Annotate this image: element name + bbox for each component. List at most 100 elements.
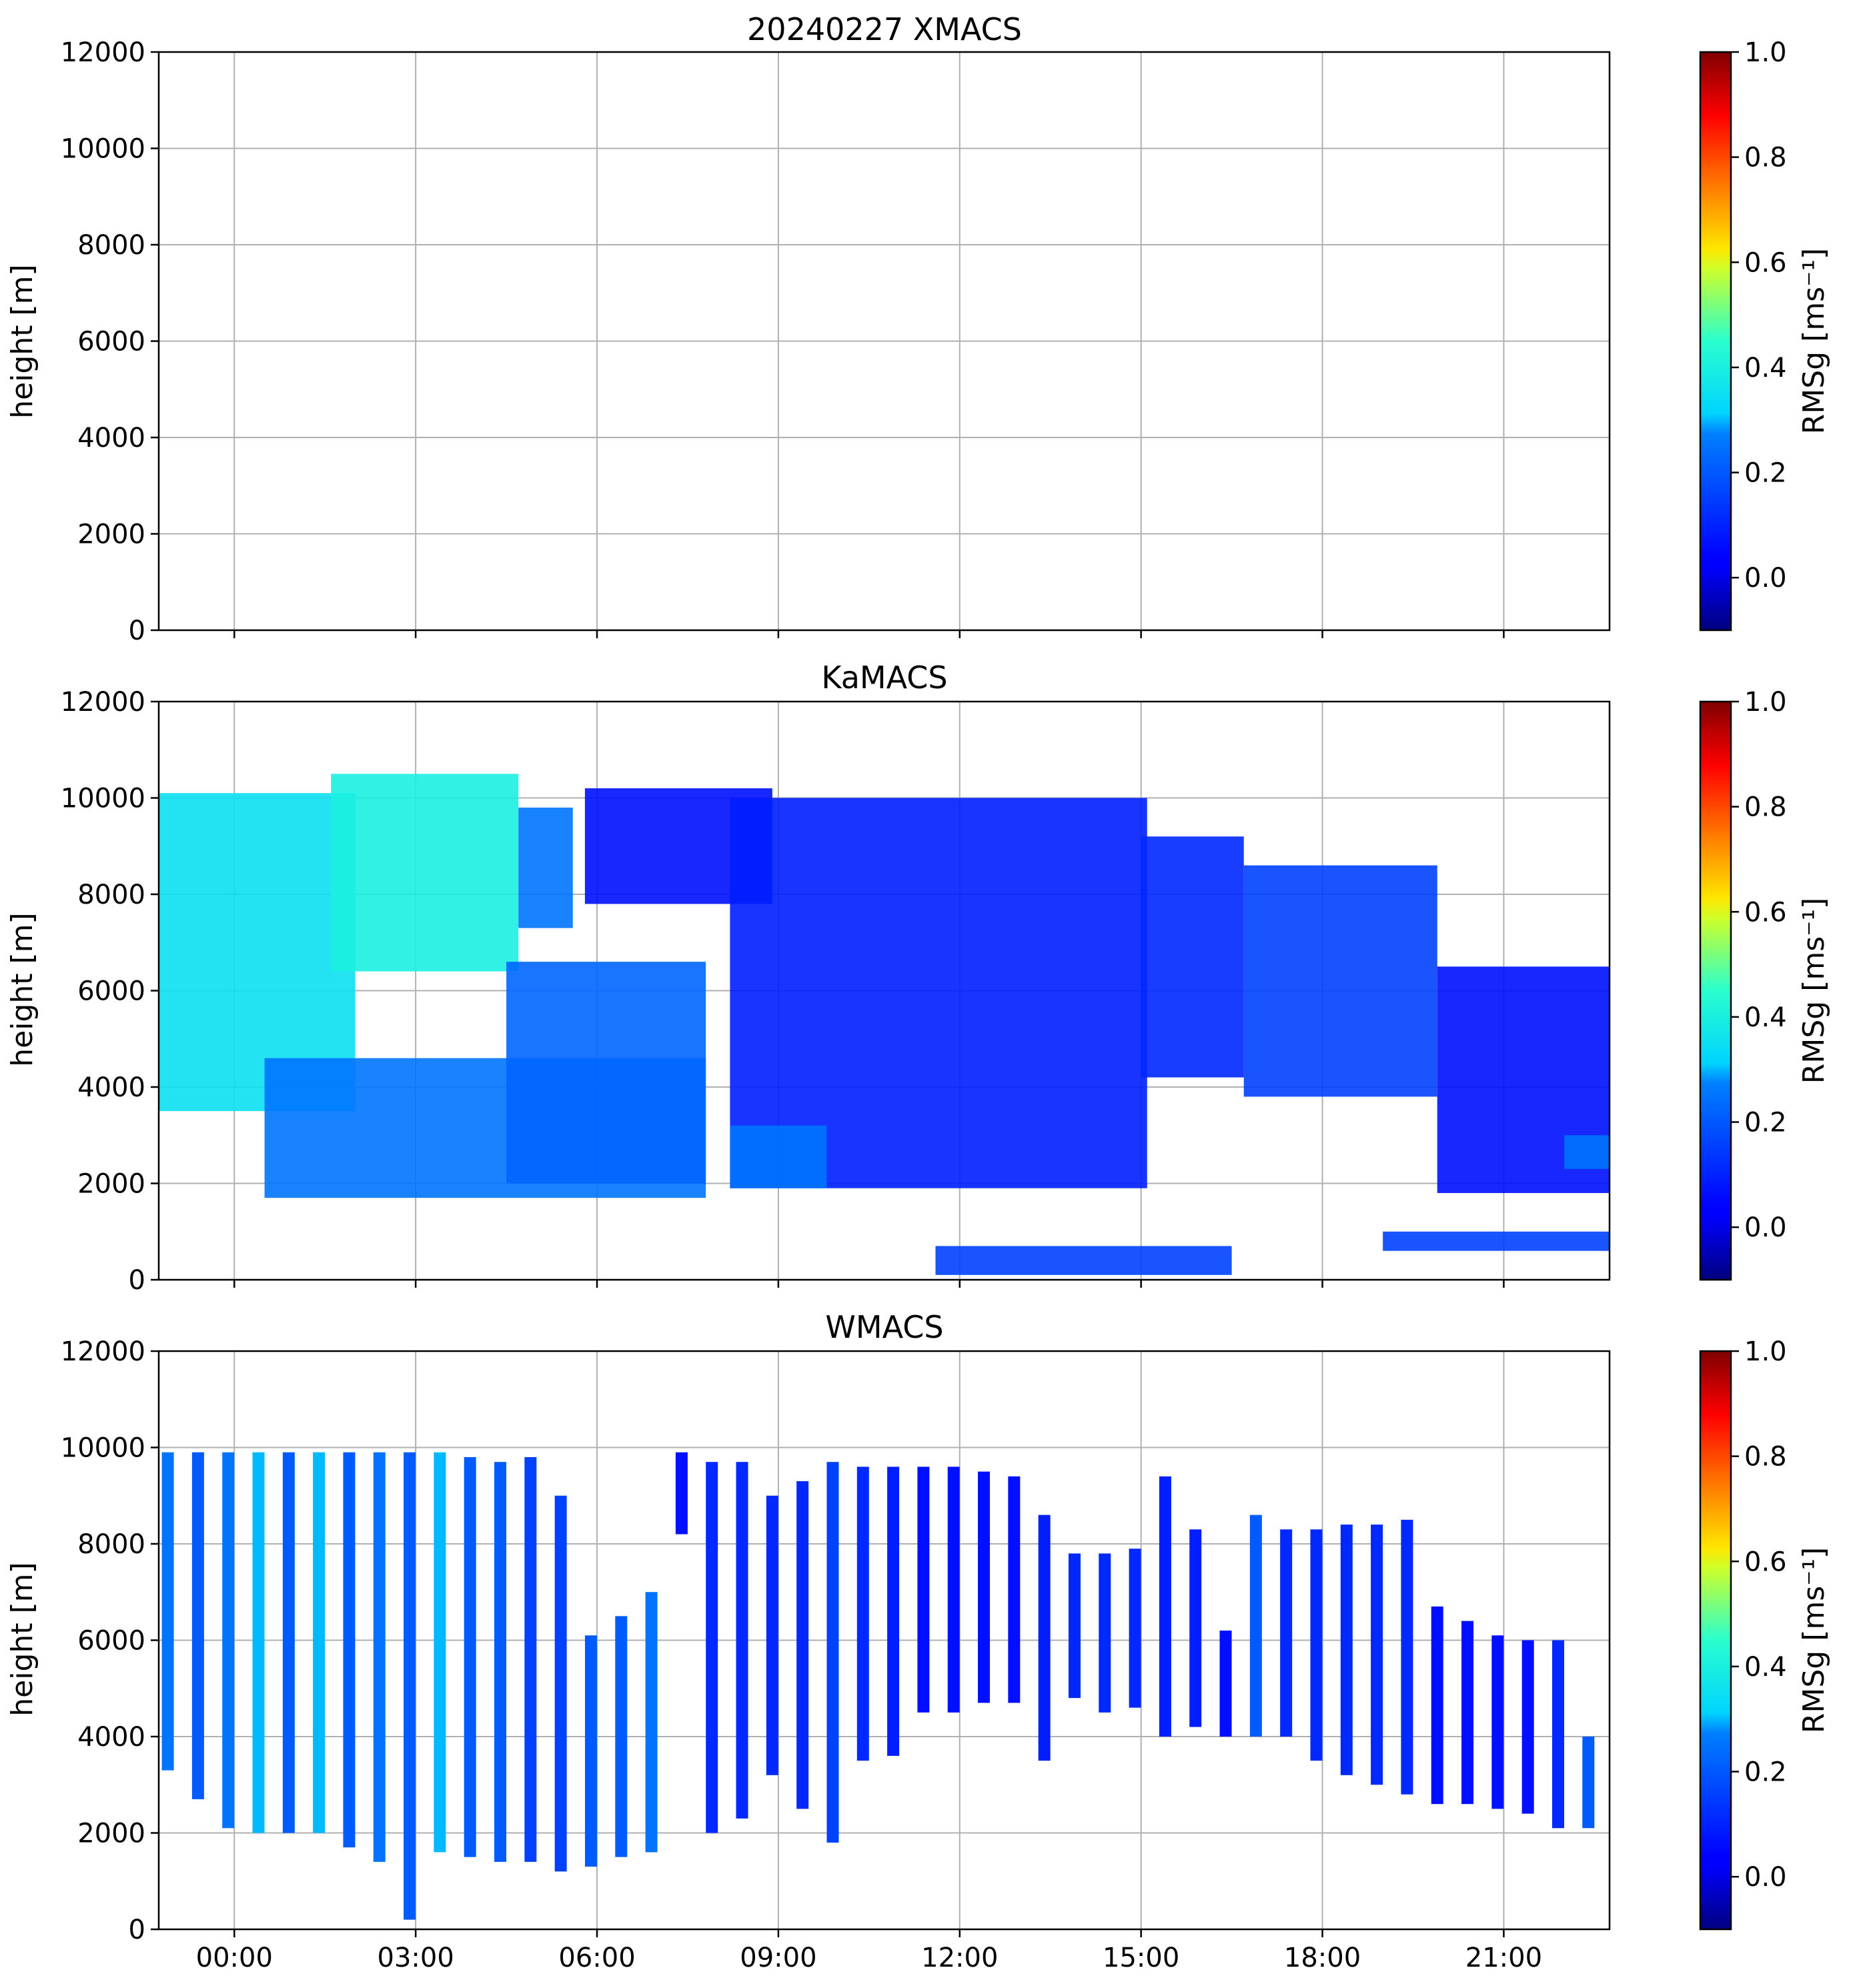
echo-region bbox=[518, 807, 573, 928]
echo-stripe bbox=[1129, 1549, 1141, 1708]
echo-stripe bbox=[584, 1635, 597, 1867]
y-axis: 0 2000 4000 6000 8000 10000 12000 bbox=[61, 1336, 159, 1945]
echo-stripe bbox=[1038, 1515, 1051, 1761]
y-tick-label: 10000 bbox=[61, 1433, 145, 1464]
y-tick-label: 8000 bbox=[77, 230, 145, 261]
echo-stripe bbox=[826, 1462, 839, 1843]
echo-region bbox=[506, 962, 706, 1184]
panel-kamacs: KaMACS 0 2000 4000 6000 8000 10000 12000 heigh… bbox=[5, 660, 1831, 1296]
echo-stripe bbox=[978, 1471, 991, 1703]
colorbar-tick-label: 0.4 bbox=[1744, 1652, 1787, 1683]
colorbar-tick-label: 0.6 bbox=[1744, 1547, 1787, 1577]
echo-region bbox=[935, 1246, 1232, 1275]
echo-stripe bbox=[494, 1462, 507, 1862]
plot-area bbox=[157, 1350, 1611, 1931]
echo-stripe bbox=[1249, 1515, 1262, 1737]
echo-layer bbox=[161, 1452, 1595, 1920]
echo-stripe bbox=[1189, 1529, 1202, 1727]
echo-stripe bbox=[1371, 1525, 1383, 1785]
echo-stripe bbox=[615, 1616, 628, 1857]
echo-stripe bbox=[554, 1495, 567, 1872]
colorbar-label: RMSg [ms⁻¹] bbox=[1797, 248, 1831, 434]
echo-stripe bbox=[191, 1452, 204, 1799]
colorbar-gradient bbox=[1699, 700, 1732, 1281]
x-axis bbox=[233, 1280, 1505, 1288]
echo-stripe bbox=[313, 1452, 326, 1833]
y-tick-label: 8000 bbox=[77, 880, 145, 910]
x-tick-label: 06:00 bbox=[558, 1943, 635, 1973]
echo-stripe bbox=[947, 1466, 960, 1713]
echo-stripe bbox=[856, 1466, 869, 1761]
x-tick-label: 00:00 bbox=[196, 1943, 273, 1973]
echo-stripe bbox=[1280, 1529, 1293, 1737]
echo-region bbox=[730, 1125, 827, 1188]
y-tick-label: 2000 bbox=[77, 520, 145, 550]
echo-stripe bbox=[1159, 1476, 1171, 1737]
echo-stripe bbox=[373, 1452, 386, 1862]
echo-stripe bbox=[706, 1462, 718, 1833]
echo-stripe bbox=[1310, 1529, 1323, 1761]
y-tick-label: 12000 bbox=[61, 687, 145, 718]
panel-title: 20240227 XMACS bbox=[747, 11, 1022, 47]
colorbar: 0.0 0.2 0.4 0.6 0.8 1.0 RMSg [ms⁻¹] bbox=[1699, 1336, 1831, 1931]
y-tick-label: 10000 bbox=[61, 784, 145, 814]
echo-stripe bbox=[1552, 1640, 1564, 1829]
colorbar-tick-label: 1.0 bbox=[1744, 687, 1787, 718]
echo-stripe bbox=[887, 1466, 900, 1756]
y-tick-label: 4000 bbox=[77, 423, 145, 453]
x-tick-label: 21:00 bbox=[1465, 1943, 1542, 1973]
y-tick-label: 12000 bbox=[61, 37, 145, 68]
colorbar-tick-label: 0.6 bbox=[1744, 247, 1787, 278]
y-tick-label: 2000 bbox=[77, 1819, 145, 1849]
echo-stripe bbox=[343, 1452, 356, 1848]
y-tick-label: 6000 bbox=[77, 976, 145, 1007]
colorbar-tick-label: 0.4 bbox=[1744, 1002, 1787, 1033]
echo-region bbox=[1564, 1135, 1610, 1169]
x-tick-label: 15:00 bbox=[1103, 1943, 1179, 1973]
echo-stripe bbox=[1401, 1519, 1413, 1795]
x-axis: 00:00 03:00 06:00 09:00 12:00 15:00 18:00 21:00 bbox=[196, 1929, 1542, 1973]
y-axis: 0 2000 4000 6000 8000 10000 12000 bbox=[61, 37, 159, 646]
echo-region bbox=[1383, 1231, 1610, 1251]
echo-stripe bbox=[252, 1452, 265, 1833]
echo-stripe bbox=[1491, 1635, 1504, 1809]
colorbar-label: RMSg [ms⁻¹] bbox=[1797, 898, 1831, 1084]
y-axis-label: height [m] bbox=[5, 1562, 39, 1716]
x-tick-label: 09:00 bbox=[740, 1943, 816, 1973]
echo-region bbox=[1141, 836, 1244, 1078]
echo-stripe bbox=[524, 1456, 537, 1862]
echo-stripe bbox=[1461, 1621, 1474, 1805]
echo-stripe bbox=[1068, 1553, 1081, 1699]
echo-stripe bbox=[404, 1452, 416, 1920]
echo-stripe bbox=[1582, 1737, 1595, 1829]
y-tick-label: 4000 bbox=[77, 1722, 145, 1753]
colorbar-tick-label: 0.0 bbox=[1744, 1212, 1787, 1243]
colorbar-tick-label: 0.8 bbox=[1744, 1442, 1787, 1472]
echo-layer bbox=[159, 774, 1610, 1275]
echo-stripe bbox=[1340, 1525, 1353, 1775]
colorbar-tick-label: 0.6 bbox=[1744, 897, 1787, 928]
x-axis bbox=[233, 630, 1505, 638]
y-tick-label: 6000 bbox=[77, 327, 145, 357]
echo-stripe bbox=[1219, 1631, 1232, 1737]
colorbar-gradient bbox=[1699, 51, 1732, 632]
colorbar-label: RMSg [ms⁻¹] bbox=[1797, 1547, 1831, 1733]
y-tick-label: 12000 bbox=[61, 1336, 145, 1367]
echo-region bbox=[1243, 865, 1437, 1097]
echo-stripe bbox=[1521, 1640, 1534, 1814]
echo-stripe bbox=[1099, 1553, 1111, 1713]
echo-stripe bbox=[434, 1452, 446, 1853]
gridlines bbox=[159, 51, 1610, 631]
panel-title: KaMACS bbox=[821, 660, 947, 696]
colorbar-tick-label: 0.2 bbox=[1744, 458, 1787, 489]
echo-stripe bbox=[1431, 1606, 1443, 1805]
y-tick-label: 2000 bbox=[77, 1169, 145, 1200]
echo-stripe bbox=[796, 1481, 809, 1809]
x-tick-label: 18:00 bbox=[1284, 1943, 1361, 1973]
y-tick-label: 0 bbox=[129, 1265, 145, 1296]
echo-stripe bbox=[464, 1456, 476, 1857]
colorbar-tick-label: 0.0 bbox=[1744, 1862, 1787, 1893]
plot-area bbox=[157, 51, 1611, 632]
y-axis-label: height [m] bbox=[5, 264, 39, 418]
